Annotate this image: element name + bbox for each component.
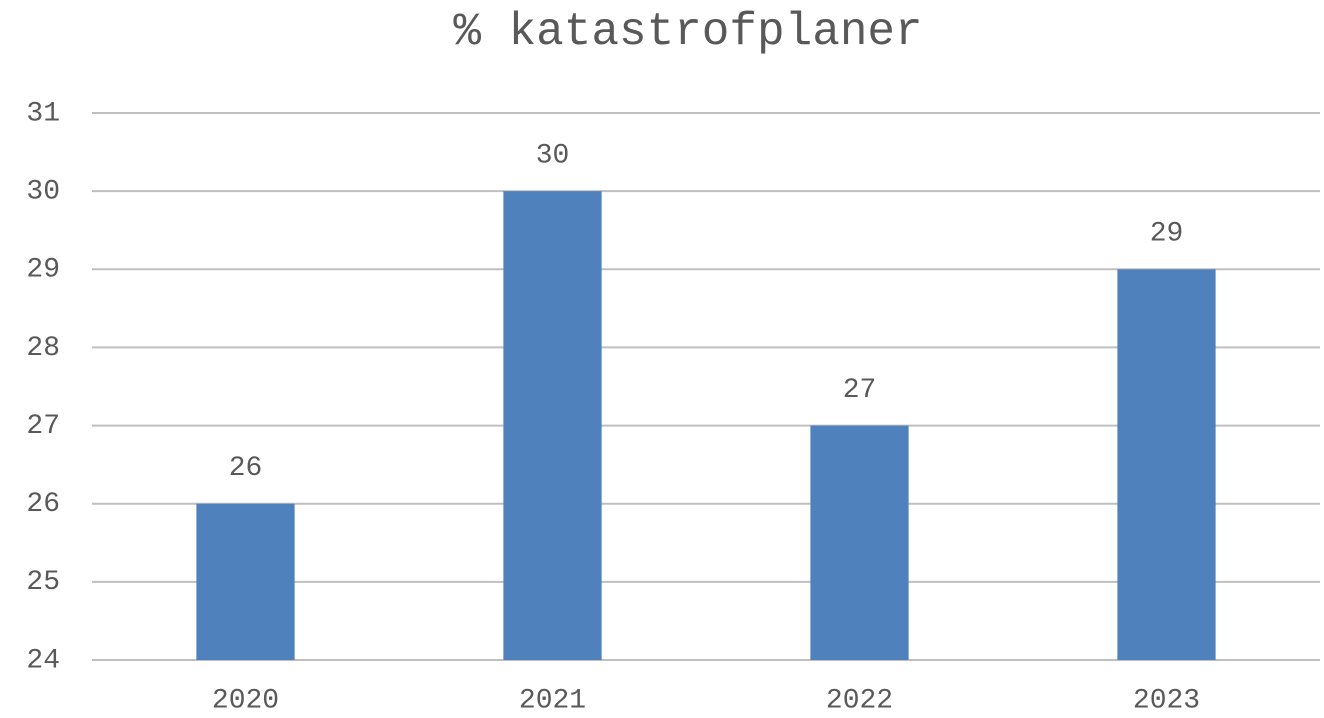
y-tick-label: 26: [26, 489, 60, 520]
x-tick-label: 2021: [519, 685, 586, 716]
y-tick-label: 24: [26, 645, 60, 676]
data-label: 30: [536, 141, 570, 172]
y-tick-label: 27: [26, 411, 60, 442]
data-label: 26: [229, 453, 263, 484]
bar: [810, 425, 909, 660]
bar: [196, 503, 295, 660]
y-tick-label: 28: [26, 333, 60, 364]
bar: [503, 191, 602, 660]
data-label: 27: [843, 375, 877, 406]
x-tick-label: 2023: [1133, 685, 1200, 716]
chart-title: % katastrofplaner: [453, 6, 922, 58]
y-tick-label: 31: [26, 98, 60, 129]
y-tick-label: 29: [26, 255, 60, 286]
data-label: 29: [1150, 219, 1184, 250]
y-tick-label: 30: [26, 177, 60, 208]
y-tick-label: 25: [26, 567, 60, 598]
x-tick-label: 2020: [212, 685, 279, 716]
bar: [1117, 269, 1216, 660]
x-tick-label: 2022: [826, 685, 893, 716]
